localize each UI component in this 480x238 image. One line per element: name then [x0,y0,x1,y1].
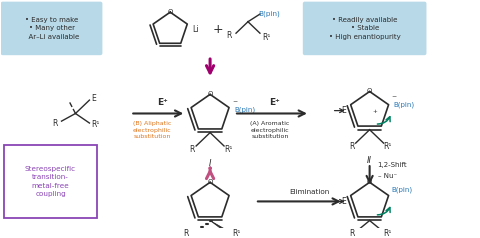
FancyBboxPatch shape [303,2,426,55]
Text: B(pin): B(pin) [394,102,415,108]
Text: R: R [190,145,195,154]
Text: E⁺: E⁺ [157,98,168,107]
Text: E⁺: E⁺ [270,98,280,107]
Text: Stereospecific
transition-
metal-free
coupling: Stereospecific transition- metal-free co… [25,166,76,197]
Text: • Easy to make
• Many other
  Ar–Li available: • Easy to make • Many other Ar–Li availa… [24,17,79,40]
Text: R: R [227,31,232,40]
Text: O: O [367,179,372,185]
Text: B(pin): B(pin) [234,106,255,113]
Text: Elimination: Elimination [289,189,330,195]
Text: E: E [91,94,96,103]
Text: O: O [207,91,213,97]
Text: (B) Aliphatic
electrophilic
substitution: (B) Aliphatic electrophilic substitution [133,121,171,139]
Text: ⁻: ⁻ [232,99,237,109]
FancyBboxPatch shape [0,2,102,55]
Text: – Nu⁻: – Nu⁻ [378,173,397,178]
Text: B(pin): B(pin) [258,11,280,17]
Text: R¹: R¹ [384,229,392,238]
Text: ⁻: ⁻ [392,94,396,104]
Text: O: O [168,9,173,15]
Text: Li: Li [192,25,199,34]
Text: R¹: R¹ [262,33,270,41]
Text: +: + [213,23,223,36]
Text: R¹: R¹ [224,145,232,154]
Polygon shape [210,221,230,234]
Text: R¹: R¹ [232,229,240,238]
FancyBboxPatch shape [4,145,97,218]
Text: O: O [207,179,213,185]
Text: II: II [367,156,372,165]
Text: R: R [183,229,188,238]
Text: O: O [367,89,372,94]
Text: E: E [341,197,346,206]
Text: • Readily available
• Stable
• High enantiopurity: • Readily available • Stable • High enan… [329,17,400,40]
Text: R¹: R¹ [91,120,100,129]
Text: (A) Aromatic
electrophilic
substitution: (A) Aromatic electrophilic substitution [250,121,289,139]
Text: B(pin): B(pin) [392,187,413,193]
Text: R: R [52,119,58,128]
Text: E: E [341,106,346,115]
Text: R¹: R¹ [384,142,392,151]
Text: 1,2-Shift: 1,2-Shift [378,162,407,168]
Text: R: R [349,142,354,151]
Text: R: R [349,229,354,238]
Text: ⁺: ⁺ [372,109,377,118]
Text: I: I [209,159,211,168]
